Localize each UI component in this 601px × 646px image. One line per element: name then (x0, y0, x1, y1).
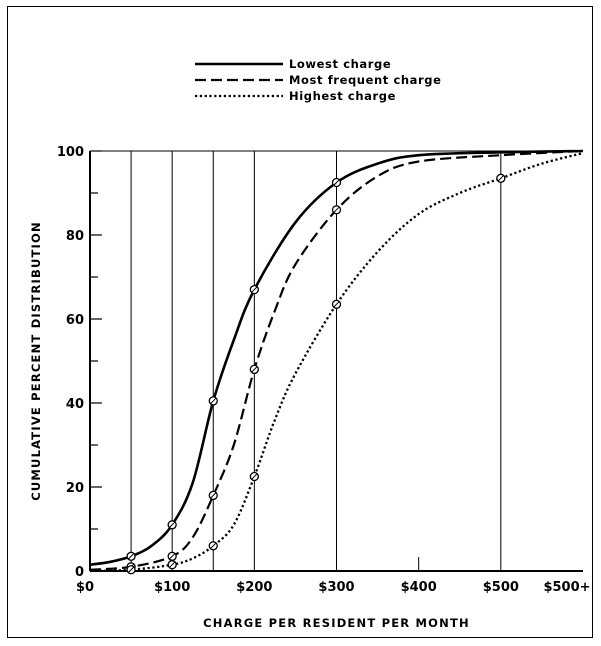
x-tick-label-4: $400 (401, 580, 437, 595)
data-point-mark-highest-charge-4 (333, 301, 340, 308)
x-tick-label-1: $100 (154, 580, 190, 595)
legend-label-highest-charge: Highest charge (289, 89, 396, 103)
chart-frame (7, 6, 593, 638)
series-line-lowest-charge (89, 149, 584, 566)
data-point-mark-most-frequent-charge-2 (210, 492, 217, 499)
data-point-mark-lowest-charge-1 (169, 521, 176, 528)
y-tick-label-20: 20 (66, 481, 84, 496)
y-tick-label-80: 80 (66, 229, 84, 244)
series-line-most-frequent-charge (89, 149, 584, 571)
data-point-mark-lowest-charge-2 (210, 397, 217, 404)
x-tick-label-3: $300 (318, 580, 354, 595)
legend-label-most-frequent-charge: Most frequent charge (289, 73, 442, 87)
data-point-mark-most-frequent-charge-4 (333, 206, 340, 213)
x-tick-label-5: $500 (483, 580, 519, 595)
data-point-mark-lowest-charge-4 (333, 179, 340, 186)
data-point-mark-highest-charge-0 (128, 566, 135, 573)
y-tick-label-60: 60 (66, 313, 84, 328)
legend-label-lowest-charge: Lowest charge (289, 57, 391, 71)
y-tick-label-0: 0 (75, 565, 84, 580)
data-point-mark-highest-charge-5 (497, 175, 504, 182)
data-point-mark-lowest-charge-0 (128, 553, 135, 560)
grid (130, 151, 502, 571)
x-tick-label-0: $0 (76, 580, 94, 595)
data-point-mark-lowest-charge-3 (251, 286, 258, 293)
data-point-mark-most-frequent-charge-3 (251, 366, 258, 373)
data-point-mark-highest-charge-1 (169, 561, 176, 568)
axis-labels: CHARGE PER RESIDENT PER MONTH CUMULATIVE… (29, 221, 470, 630)
x-axis-label: CHARGE PER RESIDENT PER MONTH (203, 616, 470, 630)
y-axis-label: CUMULATIVE PERCENT DISTRIBUTION (29, 221, 43, 501)
legend: Lowest charge Most frequent charge Highest… (195, 57, 442, 103)
series-line-highest-charge (89, 151, 584, 573)
data-point-mark-highest-charge-2 (210, 542, 217, 549)
y-tick-label-100: 100 (57, 145, 84, 160)
data-point-mark-highest-charge-3 (251, 473, 258, 480)
x-tick-label-6: $500+ (543, 580, 590, 595)
x-tick-label-2: $200 (236, 580, 272, 595)
axes: 0 20 40 60 80 100 $0 $100 $200 $300 $400 $500 $500+ (57, 145, 591, 595)
y-tick-label-40: 40 (66, 397, 84, 412)
data-point-mark-most-frequent-charge-1 (169, 553, 176, 560)
series-group (89, 149, 584, 575)
